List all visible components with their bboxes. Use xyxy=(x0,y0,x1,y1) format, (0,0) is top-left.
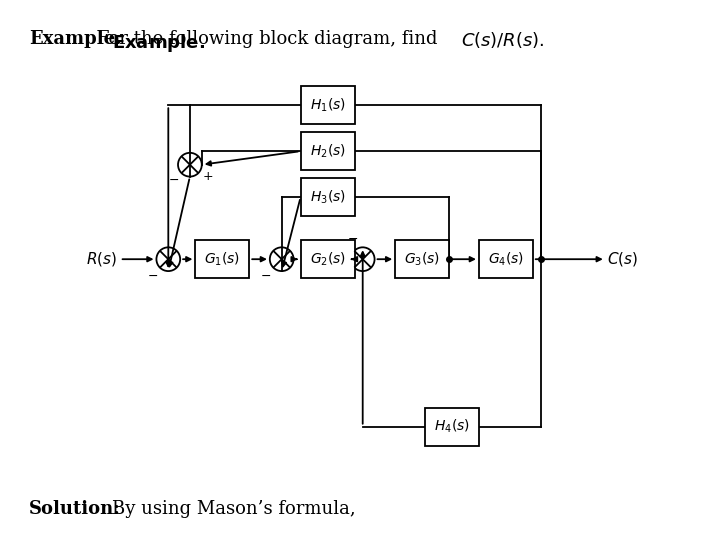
Text: $G_2(s)$: $G_2(s)$ xyxy=(310,251,346,268)
Text: $R(s)$: $R(s)$ xyxy=(86,250,117,268)
Text: Solution:: Solution: xyxy=(29,500,121,517)
Text: $-$: $-$ xyxy=(147,269,158,282)
Text: $-$: $-$ xyxy=(168,173,179,186)
Text: $-$: $-$ xyxy=(348,232,359,245)
Text: $-$: $-$ xyxy=(260,269,271,282)
Text: $\mathbf{Example.}$: $\mathbf{Example.}$ xyxy=(112,32,204,55)
FancyBboxPatch shape xyxy=(301,178,355,216)
FancyBboxPatch shape xyxy=(301,240,355,278)
Text: $C(s)$: $C(s)$ xyxy=(607,250,639,268)
FancyBboxPatch shape xyxy=(395,240,449,278)
Text: $H_4(s)$: $H_4(s)$ xyxy=(434,418,469,435)
FancyBboxPatch shape xyxy=(301,132,355,170)
Text: $+$: $+$ xyxy=(202,170,213,183)
FancyBboxPatch shape xyxy=(195,240,249,278)
Text: Example.: Example. xyxy=(29,30,121,48)
Text: By using Mason’s formula,: By using Mason’s formula, xyxy=(112,500,355,517)
FancyBboxPatch shape xyxy=(425,408,479,445)
FancyBboxPatch shape xyxy=(479,240,533,278)
Text: $G_3(s)$: $G_3(s)$ xyxy=(404,251,440,268)
Text: $C(s)/R(s).$: $C(s)/R(s).$ xyxy=(461,30,544,50)
Text: $G_1(s)$: $G_1(s)$ xyxy=(204,251,240,268)
Text: $H_3(s)$: $H_3(s)$ xyxy=(310,188,346,206)
FancyBboxPatch shape xyxy=(301,86,355,124)
Text: For the following block diagram, find: For the following block diagram, find xyxy=(97,30,444,48)
Text: $G_4(s)$: $G_4(s)$ xyxy=(487,251,524,268)
Text: $H_1(s)$: $H_1(s)$ xyxy=(310,97,346,114)
Text: $H_2(s)$: $H_2(s)$ xyxy=(310,143,346,160)
